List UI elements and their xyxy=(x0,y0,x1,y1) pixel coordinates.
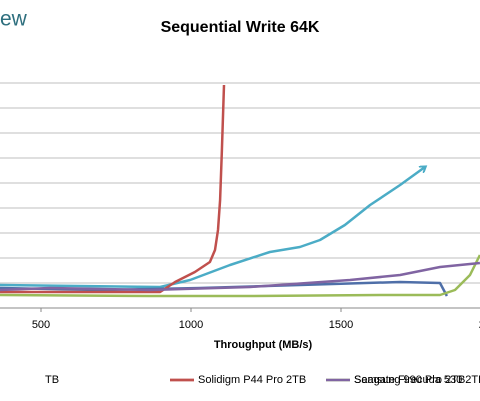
series-line xyxy=(0,254,480,298)
x-tick-label: 2000 xyxy=(479,319,480,331)
x-tick-label: 500 xyxy=(32,319,50,331)
x-tick-label: 1500 xyxy=(329,319,353,331)
x-tick-label: 1000 xyxy=(179,319,203,331)
series-line xyxy=(0,167,425,289)
legend-label: Seagate Firecuda 530 2TB xyxy=(354,374,480,386)
legend-label: Solidigm P44 Pro 2TB xyxy=(198,374,306,386)
series-line xyxy=(0,261,480,292)
logo: ew xyxy=(0,8,28,31)
legend-label: Samsung 990 Pro 2TB xyxy=(354,374,465,386)
legend-label: TB xyxy=(45,374,59,386)
chart-title: Sequential Write 64K xyxy=(161,19,320,36)
x-axis-title: Throughput (MB/s) xyxy=(214,339,313,351)
series-line xyxy=(0,84,226,294)
